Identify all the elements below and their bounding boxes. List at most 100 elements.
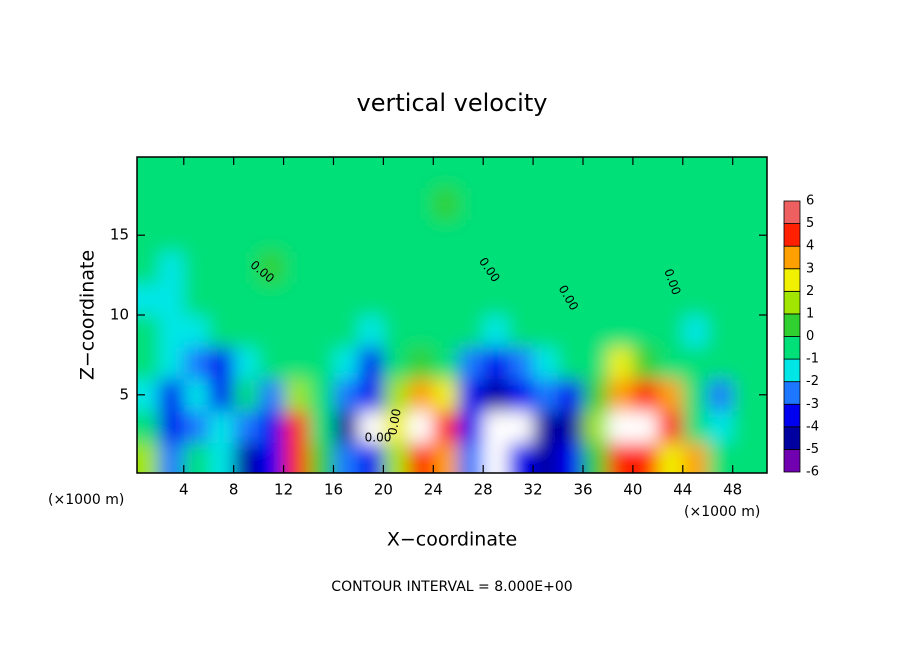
- cell: [208, 251, 235, 284]
- cell: [137, 187, 160, 220]
- cell: [458, 283, 484, 316]
- cell: [158, 157, 185, 188]
- cell: [258, 410, 285, 444]
- cell: [657, 442, 684, 473]
- cell: [358, 315, 384, 348]
- cell: [383, 187, 409, 220]
- cell: [383, 378, 409, 412]
- y-tick-label: 15: [110, 226, 129, 244]
- cell: [558, 157, 584, 188]
- cell: [707, 283, 734, 316]
- cell: [258, 378, 285, 412]
- cell: [732, 251, 767, 284]
- cell: [483, 251, 509, 284]
- cell: [137, 442, 160, 473]
- cell: [558, 187, 584, 220]
- cell: [682, 251, 709, 284]
- cell: [208, 378, 235, 412]
- cell: [632, 157, 659, 188]
- cell: [283, 378, 310, 412]
- cell: [607, 410, 634, 444]
- cell: [682, 346, 709, 380]
- cell: [682, 187, 709, 220]
- colorbar-swatch: [783, 268, 801, 292]
- cell: [308, 157, 334, 188]
- cell: [732, 442, 767, 473]
- cell: [682, 378, 709, 412]
- cell: [458, 410, 484, 444]
- cell: [283, 410, 310, 444]
- cell: [258, 346, 285, 380]
- cell: [183, 442, 210, 473]
- x-tick-label: 48: [723, 481, 742, 499]
- cell: [582, 410, 609, 444]
- colorbar-label: 2: [806, 284, 814, 299]
- cell: [682, 219, 709, 252]
- cell: [682, 410, 709, 444]
- cell: [558, 219, 584, 252]
- cell: [632, 219, 659, 252]
- cell: [657, 251, 684, 284]
- cell: [158, 315, 185, 348]
- cell: [558, 346, 584, 380]
- cell: [233, 442, 260, 473]
- cell: [208, 346, 235, 380]
- cell: [558, 315, 584, 348]
- cell: [657, 219, 684, 252]
- colorbar-label: -4: [806, 419, 819, 434]
- cell: [433, 187, 459, 220]
- cell: [333, 315, 359, 348]
- cell: [607, 251, 634, 284]
- cell: [558, 378, 584, 412]
- cell: [582, 219, 609, 252]
- cell: [408, 187, 434, 220]
- cell: [408, 378, 434, 412]
- x-unit-label: (×1000 m): [684, 504, 760, 520]
- cell: [508, 283, 534, 316]
- cell: [137, 346, 160, 380]
- colorbar-label: 3: [806, 261, 814, 276]
- cell: [657, 378, 684, 412]
- cell: [408, 219, 434, 252]
- colorbar-swatch: [783, 358, 801, 383]
- cell: [533, 442, 559, 473]
- cell: [433, 157, 459, 188]
- cell: [258, 251, 285, 284]
- cell: [283, 187, 310, 220]
- cell: [358, 346, 384, 380]
- cell: [483, 378, 509, 412]
- cell: [383, 251, 409, 284]
- cell: [183, 219, 210, 252]
- cell: [137, 157, 160, 188]
- cell: [433, 410, 459, 444]
- cell: [458, 346, 484, 380]
- cell: [558, 283, 584, 316]
- cell: [358, 219, 384, 252]
- cell: [508, 442, 534, 473]
- cell: [283, 346, 310, 380]
- cell: [732, 315, 767, 348]
- cell: [483, 187, 509, 220]
- colorbar-swatch: [783, 290, 801, 315]
- cell: [533, 219, 559, 252]
- x-tick-label: 40: [623, 481, 642, 499]
- cell: [508, 157, 534, 188]
- cell: [258, 283, 285, 316]
- cell: [682, 315, 709, 348]
- cell: [233, 410, 260, 444]
- cell: [233, 219, 260, 252]
- cell: [582, 378, 609, 412]
- cell: [533, 157, 559, 188]
- cell: [333, 410, 359, 444]
- cell: [183, 157, 210, 188]
- cell: [408, 410, 434, 444]
- cell: [533, 283, 559, 316]
- cell: [208, 410, 235, 444]
- cell: [458, 442, 484, 473]
- field: [137, 157, 767, 473]
- cell: [137, 315, 160, 348]
- cell: [607, 346, 634, 380]
- cell: [607, 187, 634, 220]
- colorbar-swatch: [783, 336, 801, 360]
- colorbar-label: -1: [806, 352, 819, 367]
